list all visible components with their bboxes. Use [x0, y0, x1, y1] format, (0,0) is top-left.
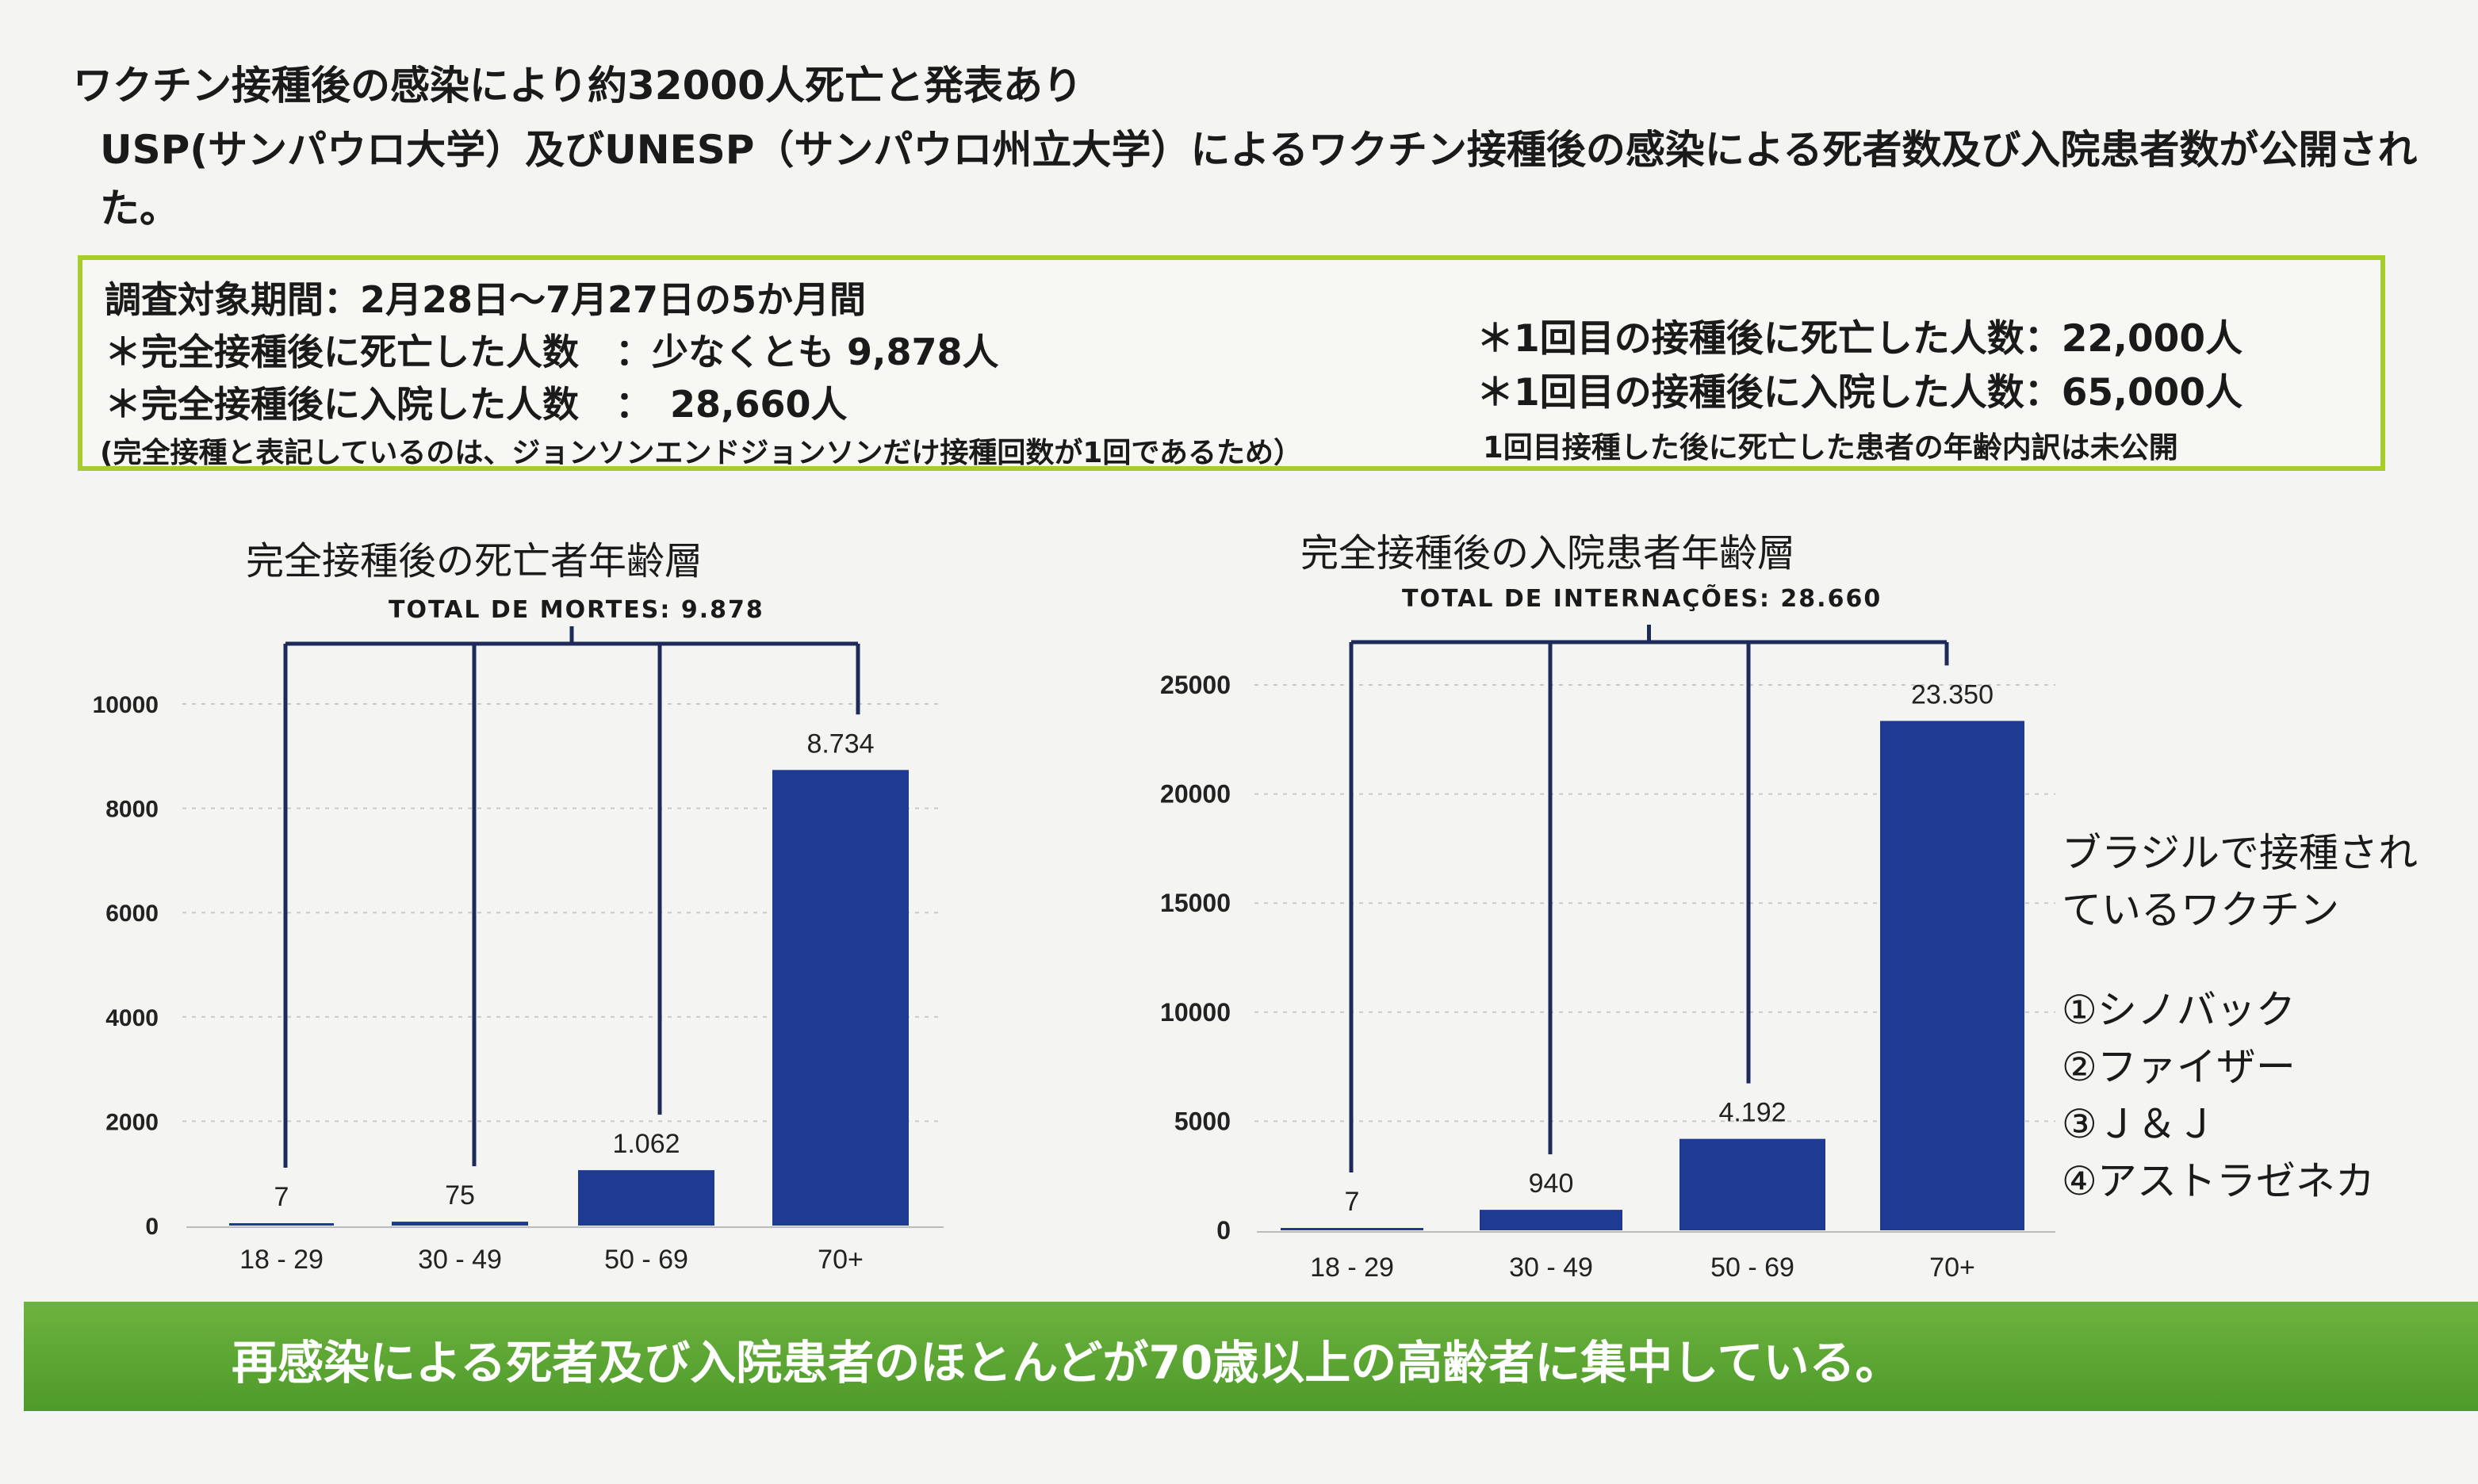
chart2-bar [1281, 1228, 1423, 1230]
info-box: 調査対象期間：2月28日～7月27日の5か月間 ＊完全接種後に死亡した人数 ：少… [78, 255, 2385, 471]
vaccination-note: (完全接種と表記しているのは、ジョンソンエンドジョンソンだけ接種回数が1回である… [100, 437, 1303, 469]
vaccine-item: ④アストラゼネカ [2062, 1158, 2375, 1204]
subheadline: USP(サンパウロ大学）及びUNESP（サンパウロ州立大学）によるワクチン接種後… [100, 127, 2418, 231]
vaccine-heading-line1: ブラジルで接種され [2062, 830, 2418, 876]
chart1-ytick-label: 0 [145, 1214, 159, 1240]
summary-banner: 再感染による死者及び入院患者のほとんどが70歳以上の高齢者に集中している。 [24, 1302, 2478, 1411]
chart1-value-label: 1.062 [612, 1129, 680, 1159]
chart1-bar [229, 1223, 334, 1226]
chart1-subtitle: TOTAL DE MORTES: 9.878 [389, 596, 764, 624]
chart2-ytick-label: 0 [1216, 1216, 1231, 1245]
chart1-ytick-label: 10000 [93, 692, 159, 718]
chart1-value-label: 75 [445, 1180, 475, 1211]
chart1-category-label: 50 - 69 [604, 1245, 688, 1275]
chart2-subtitle: TOTAL DE INTERNAÇÕES: 28.660 [1402, 585, 1882, 613]
chart2-bar [1679, 1138, 1825, 1230]
vaccine-item: ②ファイザー [2062, 1044, 2296, 1090]
deaths-after-full-vaccination: ＊完全接種後に死亡した人数 ：少なくとも 9,878人 [105, 331, 999, 373]
chart2-ytick-label: 5000 [1174, 1107, 1231, 1135]
chart2-category-label: 18 - 29 [1310, 1253, 1394, 1283]
chart2-value-label: 7 [1345, 1187, 1360, 1217]
vaccine-item: ①シノバック [2062, 987, 2296, 1033]
chart2-value-label: 23.350 [1911, 679, 1994, 709]
deaths-after-first-dose: ＊1回目の接種後に死亡した人数：22,000人 [1476, 317, 2243, 361]
chart1-value-label: 8.734 [806, 729, 874, 759]
vaccine-list: ブラジルで接種され ているワクチン ①シノバック ②ファイザー ③Ｊ＆Ｊ ④アス… [2062, 824, 2418, 1210]
summary-text: 再感染による死者及び入院患者のほとんどが70歳以上の高齢者に集中している。 [232, 1336, 1902, 1390]
headline: ワクチン接種後の感染により約32000人死亡と発表あり [73, 63, 1082, 109]
vaccine-item: ③Ｊ＆Ｊ [2062, 1101, 2216, 1147]
chart1-category-label: 18 - 29 [239, 1245, 324, 1275]
chart1-ytick-label: 8000 [105, 797, 159, 823]
chart2-category-label: 30 - 49 [1509, 1253, 1593, 1283]
chart1-bar [772, 770, 909, 1226]
chart1-ytick-label: 4000 [105, 1005, 159, 1031]
chart1-title: 完全接種後の死亡者年齢層 [246, 539, 703, 583]
chart2-value-label: 940 [1529, 1168, 1574, 1199]
chart1-value-label: 7 [274, 1182, 289, 1212]
hospitalized-after-first-dose: ＊1回目の接種後に入院した人数：65,000人 [1476, 371, 2243, 415]
chart2-category-label: 50 - 69 [1710, 1253, 1794, 1283]
chart1-bar [392, 1222, 528, 1226]
chart1-ytick-label: 6000 [105, 901, 159, 927]
chart2-title: 完全接種後の入院患者年齢層 [1300, 531, 1796, 576]
chart2-value-label: 4.192 [1718, 1098, 1786, 1128]
chart1-bar [578, 1170, 714, 1226]
chart2-category-label: 70+ [1929, 1253, 1975, 1283]
chart2-bar [1880, 721, 2024, 1230]
vaccine-heading-line2: ているワクチン [2062, 887, 2339, 933]
survey-period: 調査対象期間：2月28日～7月27日の5か月間 [105, 278, 867, 321]
chart2-ytick-label: 10000 [1160, 998, 1231, 1027]
hospitalized-after-full-vaccination: ＊完全接種後に入院した人数 ： 28,660人 [105, 383, 848, 426]
chart2-ytick-label: 15000 [1160, 889, 1231, 917]
chart1-category-label: 70+ [818, 1245, 864, 1275]
chart2-bar [1480, 1210, 1622, 1230]
chart1-category-label: 30 - 49 [418, 1245, 502, 1275]
chart1-ytick-label: 2000 [105, 1109, 159, 1135]
chart2-ytick-label: 20000 [1160, 780, 1231, 809]
chart2-ytick-label: 25000 [1160, 671, 1231, 699]
age-breakdown-note: 1回目接種した後に死亡した患者の年齢内訳は未公開 [1483, 430, 2178, 465]
